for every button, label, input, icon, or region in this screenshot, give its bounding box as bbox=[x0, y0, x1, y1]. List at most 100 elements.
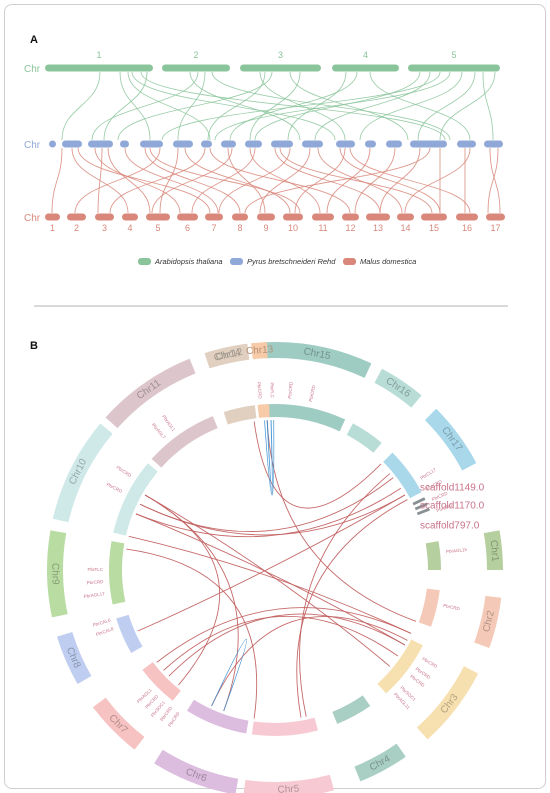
row2-chromosome-bar-3 bbox=[88, 140, 113, 148]
inner-arc-chr10 bbox=[113, 463, 158, 536]
synteny-link bbox=[189, 71, 301, 141]
row1-chromosome-number: 2 bbox=[193, 50, 198, 60]
synteny-link bbox=[124, 147, 219, 214]
inner-arc-chr4 bbox=[332, 695, 371, 724]
synteny-link bbox=[94, 147, 181, 214]
outer-arc-chr8 bbox=[56, 631, 92, 684]
chromosome-label-scaffold797.0: scaffold797.0 bbox=[420, 521, 480, 532]
chromosome-label-chr2: Chr2 bbox=[481, 609, 497, 633]
synteny-link bbox=[339, 147, 441, 214]
synteny-link bbox=[209, 147, 351, 214]
gene-label: PbrAGL17 bbox=[83, 591, 105, 599]
outer-arc-chr7 bbox=[92, 697, 145, 750]
row3-chromosome-number: 2 bbox=[74, 223, 79, 233]
inner-arc-chr17 bbox=[383, 452, 422, 499]
row2-chromosome-bar-11 bbox=[302, 140, 323, 148]
panel-a-chromosome-numbers: 1 2 3 4 51 2 3 4 5 6 7 8 9 10 11 12 13 14 15 16 17 bbox=[50, 50, 501, 233]
outer-arc-chr16 bbox=[374, 368, 422, 408]
inner-arc-scaffold1149.0 bbox=[412, 497, 426, 506]
synteny-link bbox=[229, 71, 358, 141]
synteny-link bbox=[103, 71, 148, 141]
row1-chromosome-number: 3 bbox=[278, 50, 283, 60]
gene-label: PbrFLC bbox=[87, 567, 103, 572]
row3-chromosome-number: 15 bbox=[429, 223, 439, 233]
synteny-link bbox=[439, 71, 496, 141]
synteny-link bbox=[109, 147, 206, 214]
synteny-link bbox=[379, 147, 421, 214]
gene-label: PbrAGL7 bbox=[151, 422, 167, 440]
outer-arc-chr4 bbox=[354, 743, 406, 782]
synteny-link bbox=[214, 71, 451, 141]
outer-arc-chr13 bbox=[251, 342, 268, 360]
synteny-link bbox=[51, 147, 63, 214]
synteny-link bbox=[249, 71, 301, 141]
outer-arc-chr11 bbox=[105, 358, 196, 429]
synteny-link bbox=[369, 71, 471, 141]
row2-chromosome-bar-5 bbox=[140, 140, 163, 148]
row2-chromosome-bar-1 bbox=[49, 140, 56, 148]
row1-chromosome-number: 1 bbox=[96, 50, 101, 60]
row1-chromosome-bar-1 bbox=[45, 64, 153, 72]
outer-arc-chr9 bbox=[46, 530, 68, 618]
circos-link bbox=[144, 494, 221, 686]
circos-link bbox=[253, 421, 382, 509]
synteny-link bbox=[244, 147, 431, 214]
gene-label: PbrCAL6 bbox=[92, 617, 111, 627]
row2-chromosome-bar-10 bbox=[271, 140, 293, 148]
synteny-link bbox=[289, 71, 409, 141]
row1-chromosome-bar-4 bbox=[332, 64, 399, 72]
row3-chromosome-bar-17 bbox=[486, 213, 505, 221]
synteny-link bbox=[107, 147, 151, 214]
figure-frame bbox=[4, 4, 546, 789]
row3-chromosome-bar-15 bbox=[421, 213, 447, 221]
row2-chromosome-bar-4 bbox=[120, 140, 129, 148]
row2-chromosome-bar-6 bbox=[173, 140, 193, 148]
row1-chromosome-number: 5 bbox=[451, 50, 456, 60]
synteny-link bbox=[77, 147, 211, 214]
synteny-link bbox=[227, 147, 266, 214]
synteny-link bbox=[259, 147, 311, 214]
row2-chromosome-bar-16 bbox=[457, 140, 476, 148]
row3-chromosome-number: 1 bbox=[50, 223, 55, 233]
circos-link bbox=[299, 473, 391, 717]
synteny-link bbox=[207, 71, 266, 141]
synteny-link bbox=[177, 71, 206, 141]
row3-chromosome-bar-8 bbox=[232, 213, 248, 221]
inner-arc-chr1 bbox=[425, 541, 441, 570]
row3-chromosome-bar-9 bbox=[257, 213, 275, 221]
synteny-link bbox=[91, 71, 199, 141]
gene-label: PbrCRD bbox=[256, 382, 263, 400]
synteny-link bbox=[487, 147, 499, 214]
gene-label: PbrCRD bbox=[115, 465, 132, 479]
outer-arc-chr3 bbox=[416, 666, 479, 740]
synteny-link bbox=[326, 147, 371, 214]
row3-chromosome-number: 4 bbox=[127, 223, 132, 233]
row3-chromosome-bar-13 bbox=[366, 213, 390, 221]
row2-chromosome-bar-8 bbox=[221, 140, 236, 148]
inner-arc-chr11 bbox=[151, 416, 218, 468]
chromosome-label-scaffold1149.0: scaffold1149.0 bbox=[420, 483, 485, 494]
synteny-link bbox=[191, 147, 256, 214]
inner-arc-chr3 bbox=[377, 639, 423, 694]
synteny-link bbox=[404, 147, 471, 214]
synteny-link bbox=[359, 71, 463, 141]
gene-label: PbrAGL1 bbox=[161, 414, 176, 432]
row3-chromosome-bar-7 bbox=[205, 213, 223, 221]
row3-chromosome-number: 10 bbox=[288, 223, 298, 233]
row2-chromosome-bar-13 bbox=[365, 140, 376, 148]
row3-chromosome-bar-12 bbox=[342, 213, 359, 221]
chromosome-label-chr5: Chr5 bbox=[277, 784, 300, 793]
synteny-link bbox=[287, 71, 347, 141]
row3-chromosome-number: 17 bbox=[490, 223, 500, 233]
row3-chromosome-number: 3 bbox=[102, 223, 107, 233]
circos-link bbox=[139, 494, 406, 536]
gene-label: PbrCRD bbox=[86, 579, 104, 585]
synteny-link bbox=[74, 147, 161, 214]
legend-label-pyrus: Pyrus bretschneideri Rehd bbox=[247, 257, 336, 266]
chromosome-label-chr1: Chr1 bbox=[488, 540, 501, 563]
legend-label-malus: Malus domestica bbox=[360, 257, 416, 266]
outer-arc-chr1 bbox=[483, 530, 503, 570]
synteny-link bbox=[161, 71, 441, 141]
row3-chromosome-bar-14 bbox=[397, 213, 414, 221]
row3-chromosome-bar-3 bbox=[95, 213, 114, 221]
